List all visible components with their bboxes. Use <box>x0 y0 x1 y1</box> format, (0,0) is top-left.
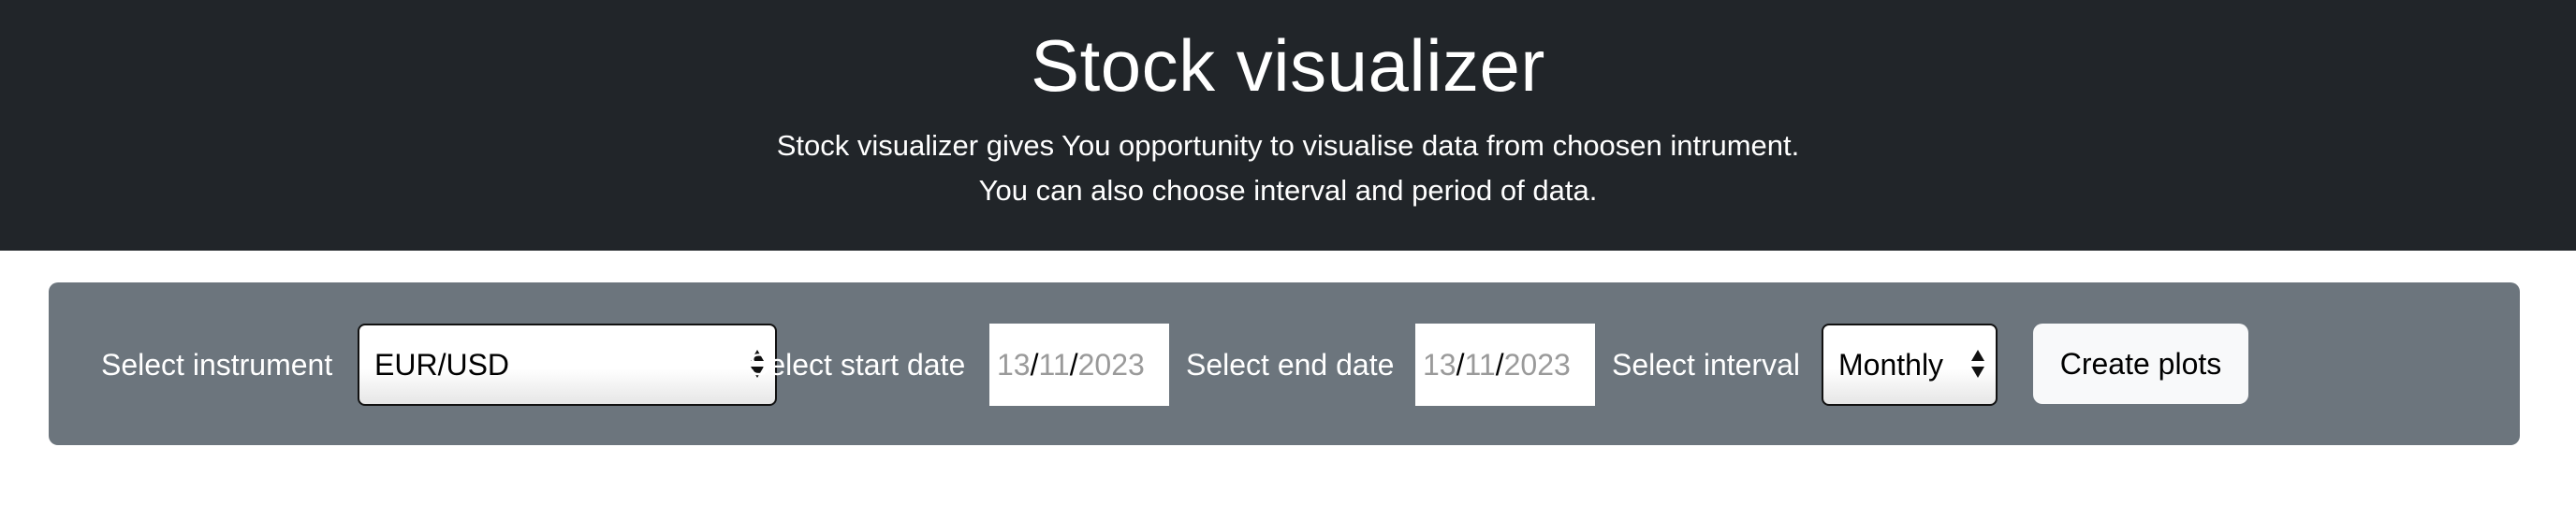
end-date-year: 2023 <box>1503 348 1571 382</box>
page-title: Stock visualizer <box>1031 24 1545 107</box>
interval-select[interactable]: Monthly <box>1822 324 1998 406</box>
create-plots-button[interactable]: Create plots <box>2033 324 2248 404</box>
page-header: Stock visualizer Stock visualizer gives … <box>0 0 2576 251</box>
start-date-year: 2023 <box>1077 348 1145 382</box>
description-line-2: You can also choose interval and period … <box>978 174 1598 207</box>
start-date-input[interactable]: 13/11/2023 <box>989 324 1169 406</box>
interval-label: Select interval <box>1612 348 1800 382</box>
page-description: Stock visualizer gives You opportunity t… <box>0 123 2576 213</box>
controls-panel: Select instrument EUR/USD Select start d… <box>49 282 2520 445</box>
interval-select-value: Monthly <box>1838 348 1944 382</box>
controls-form: Select instrument EUR/USD Select start d… <box>49 282 2520 445</box>
description-line-1: Stock visualizer gives You opportunity t… <box>776 129 1800 162</box>
end-date-day: 13 <box>1423 348 1456 382</box>
instrument-label: Select instrument <box>101 348 333 382</box>
instrument-select-value: EUR/USD <box>374 348 510 382</box>
end-date-month: 11 <box>1464 348 1496 382</box>
start-date-month: 11 <box>1038 348 1070 382</box>
select-arrows-icon <box>751 350 764 380</box>
start-date-label: Select start date <box>749 348 966 382</box>
start-date-day: 13 <box>997 348 1031 382</box>
instrument-select[interactable]: EUR/USD <box>358 324 777 406</box>
end-date-label: Select end date <box>1186 348 1395 382</box>
select-arrows-icon <box>1971 350 1984 380</box>
end-date-input[interactable]: 13/11/2023 <box>1415 324 1595 406</box>
